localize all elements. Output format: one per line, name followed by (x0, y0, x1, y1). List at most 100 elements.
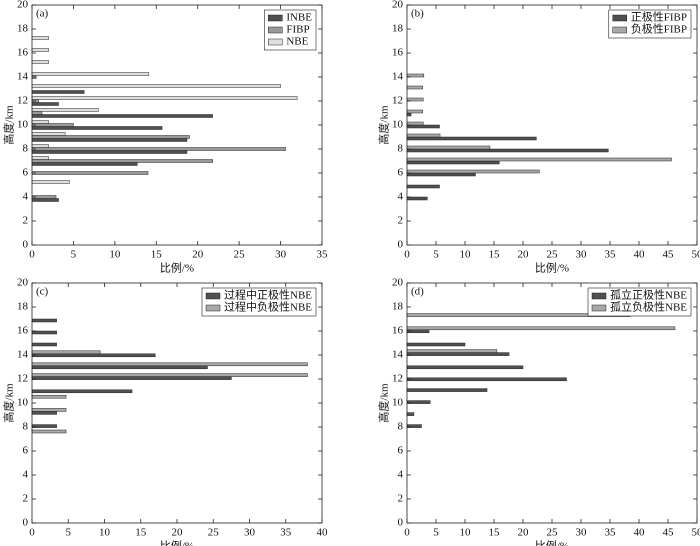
panel: 0 5 10 15 20 25 30 35 40 45 50 0 2 4 6 8 10 12 14 16 18 20 (d)… (377, 277, 700, 546)
y-tick-label: 20 (392, 277, 404, 289)
bar (406, 365, 524, 370)
x-tick-label: 20 (192, 249, 204, 261)
x-axis-label: 比例/% (160, 261, 194, 275)
bar (31, 198, 59, 202)
y-tick-label: 20 (392, 0, 404, 11)
axes-frame (406, 282, 698, 524)
x-tick-label: 5 (71, 249, 77, 261)
x-tick-label: 25 (547, 249, 559, 261)
bar (31, 376, 232, 380)
panel: 0 5 10 15 20 25 30 35 0 2 4 6 8 10 12 14 16 18 20 (a) 比例/% 高度… (2, 0, 328, 275)
bar (406, 342, 466, 347)
x-tick-label: 35 (317, 249, 329, 261)
bar (31, 389, 133, 394)
y-tick-label: 0 (23, 517, 29, 529)
x-tick-label: 40 (634, 527, 646, 539)
bar (31, 114, 213, 118)
y-tick-label: 14 (392, 349, 404, 361)
bar (31, 138, 188, 142)
y-tick-label: 10 (392, 397, 404, 409)
y-tick-label: 12 (392, 95, 403, 107)
bar (31, 96, 298, 100)
y-tick-label: 4 (23, 469, 29, 481)
legend-swatch (205, 304, 221, 312)
x-tick-label: 10 (99, 527, 111, 539)
y-tick-label: 14 (17, 349, 29, 361)
bar (406, 145, 491, 150)
bar (31, 120, 49, 124)
x-tick-label: 40 (317, 527, 329, 539)
x-tick-label: 50 (692, 527, 700, 539)
bar (406, 169, 540, 174)
x-tick-label: 25 (208, 527, 220, 539)
legend-label: 过程中负极性NBE (224, 300, 312, 314)
y-tick-label: 18 (392, 23, 404, 35)
legend-label: 过程中正极性NBE (224, 288, 312, 302)
bar (31, 362, 308, 367)
bar (31, 318, 57, 323)
legend-label: 孤立正极性NBE (610, 288, 687, 302)
x-tick-label: 0 (404, 249, 410, 261)
bar (31, 373, 308, 377)
bar (31, 408, 67, 412)
bar (31, 147, 286, 151)
bar (406, 109, 423, 114)
legend-box (587, 287, 692, 317)
y-tick-label: 16 (17, 47, 29, 59)
bar (406, 326, 676, 331)
legend-label: INBE (286, 12, 312, 24)
bar (31, 394, 67, 399)
y-tick-label: 20 (17, 0, 29, 11)
y-tick-label: 16 (392, 47, 404, 59)
bar (31, 111, 43, 115)
legend-label: NBE (286, 36, 308, 48)
panel-label: (a) (36, 8, 49, 20)
bar (31, 132, 66, 136)
y-axis-label: 高度/km (2, 383, 16, 423)
bar (31, 135, 190, 139)
legend-swatch (268, 38, 283, 46)
x-tick-label: 40 (634, 249, 646, 261)
x-tick-label: 0 (404, 527, 410, 539)
bar (31, 350, 101, 355)
legend-swatch (591, 292, 607, 300)
bar (31, 72, 150, 76)
bar (31, 144, 49, 148)
legend-box (201, 287, 317, 317)
panel-label: (b) (411, 8, 424, 20)
bar (406, 352, 510, 356)
legend-swatch (268, 14, 283, 22)
y-tick-label: 0 (23, 239, 29, 251)
bar (406, 157, 672, 162)
y-tick-label: 16 (17, 325, 29, 337)
bar (31, 162, 138, 166)
y-tick-label: 18 (392, 301, 404, 313)
y-tick-label: 8 (23, 143, 29, 155)
y-axis-label: 高度/km (377, 105, 391, 145)
x-tick-label: 5 (433, 249, 439, 261)
bar (406, 121, 424, 126)
bar (406, 73, 425, 78)
bar (31, 171, 149, 175)
y-tick-label: 6 (398, 445, 404, 457)
bar (31, 159, 213, 163)
bar (406, 112, 412, 117)
bar (31, 342, 57, 347)
bar (31, 102, 59, 106)
y-tick-label: 18 (17, 301, 29, 313)
y-tick-label: 6 (23, 167, 29, 179)
bar (31, 180, 70, 184)
legend-label: 正极性FIBP (631, 10, 687, 24)
legend-label: 负极性FIBP (631, 22, 687, 36)
y-tick-label: 8 (398, 421, 404, 433)
x-tick-label: 0 (29, 249, 35, 261)
x-axis-label: 比例/% (535, 539, 569, 546)
axes-frame (406, 4, 698, 246)
bar (406, 196, 428, 201)
bar (31, 84, 281, 88)
x-tick-label: 15 (489, 527, 501, 539)
y-tick-label: 18 (17, 23, 29, 35)
panel: 0 5 10 15 20 25 30 35 40 0 2 4 6 8 10 12 14 16 18 20 (c) 比例/%… (2, 277, 328, 546)
y-axis-label: 高度/km (2, 105, 16, 145)
